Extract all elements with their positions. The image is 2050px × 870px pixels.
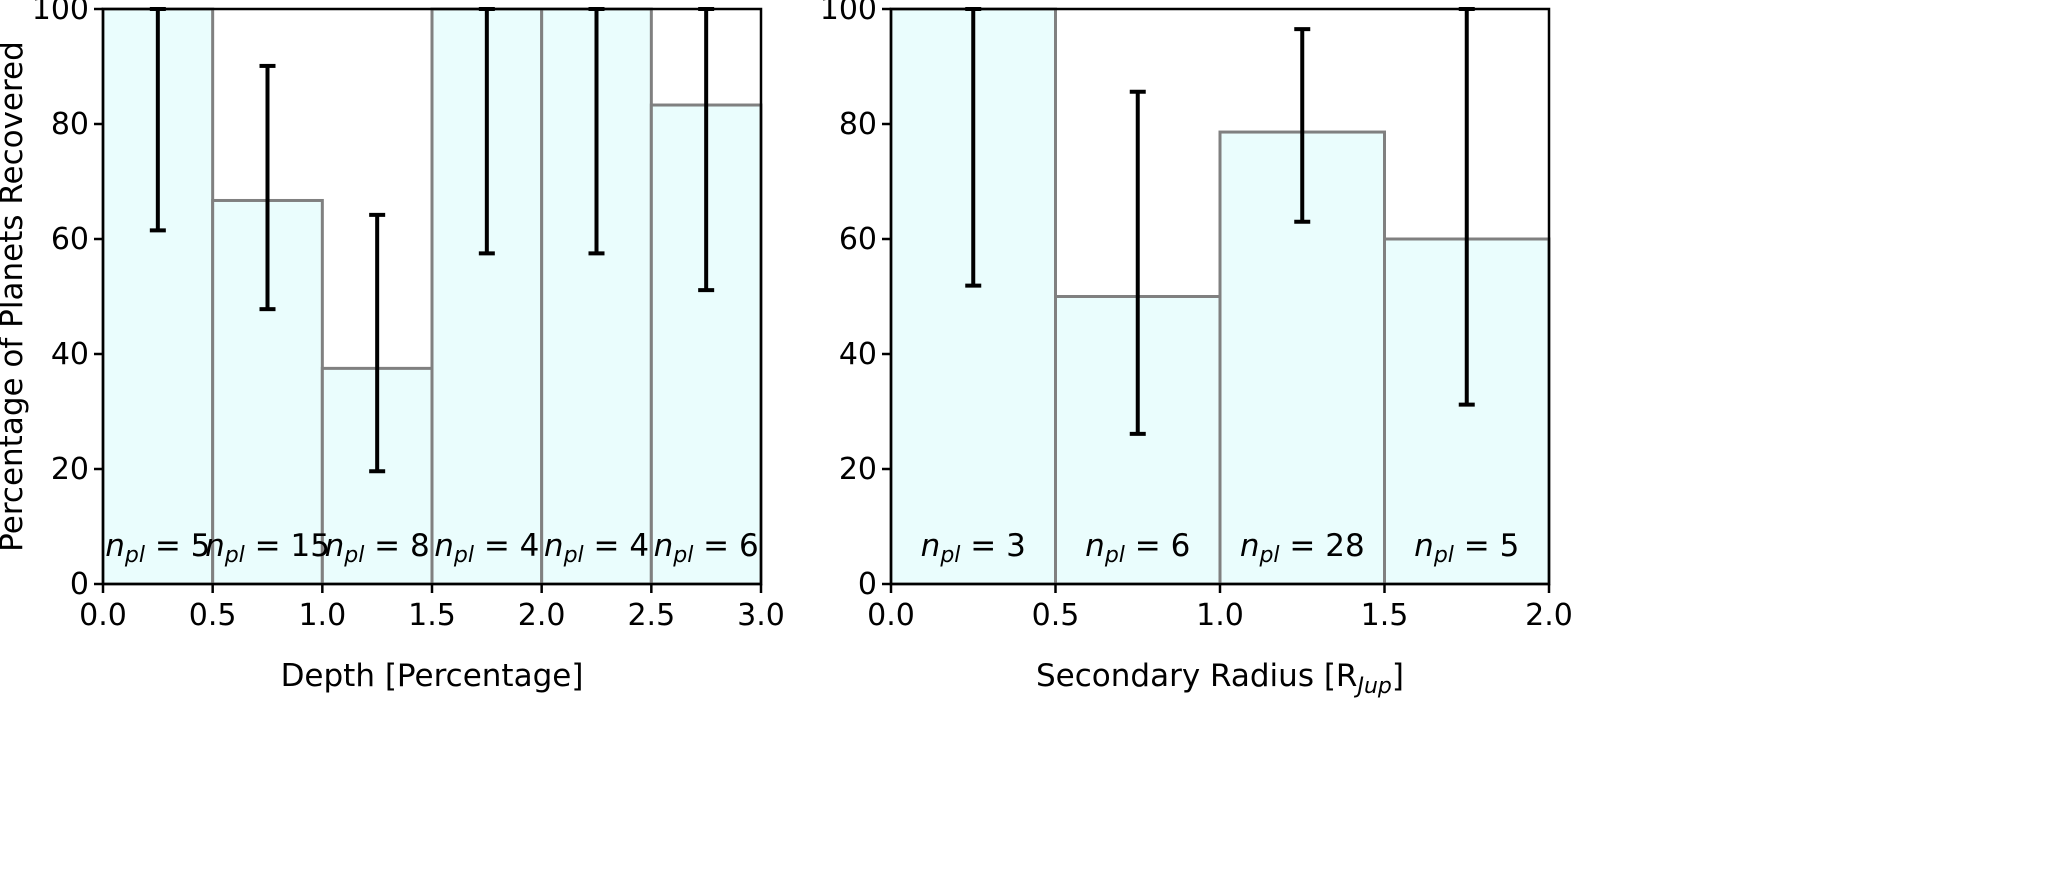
error-bar bbox=[369, 212, 386, 474]
count-label-sub: pl bbox=[124, 543, 145, 568]
y-tick-label: 40 bbox=[51, 337, 89, 372]
count-label-value: 4 bbox=[629, 528, 649, 564]
count-label-n: n bbox=[921, 528, 941, 564]
error-bar bbox=[259, 63, 276, 312]
x-tick-label: 2.0 bbox=[1525, 598, 1573, 633]
count-label: npl = 5 bbox=[105, 528, 210, 568]
count-label-n: n bbox=[544, 528, 564, 564]
y-tick-label: 20 bbox=[839, 452, 877, 487]
y-tick-label: 80 bbox=[839, 107, 877, 142]
radius-y-ticks: 0 20 40 60 80 100 bbox=[820, 0, 891, 602]
count-label-n: n bbox=[654, 528, 674, 564]
depth-y-ticks: 0 20 40 60 80 100 bbox=[32, 0, 103, 602]
count-label: npl = 8 bbox=[325, 528, 430, 568]
radius-x-axis-label-main: Secondary Radius [R bbox=[1036, 658, 1357, 694]
count-label-n: n bbox=[1414, 528, 1434, 564]
radius-x-axis-label: Secondary Radius [RJup] bbox=[1036, 658, 1404, 699]
count-label: npl = 6 bbox=[1085, 528, 1190, 568]
count-label-eq: = bbox=[145, 528, 191, 564]
count-label-eq: = bbox=[474, 528, 520, 564]
count-label-sub: pl bbox=[224, 543, 245, 568]
radius-error-bars bbox=[965, 7, 1475, 436]
count-label-eq: = bbox=[1280, 528, 1326, 564]
count-label: npl = 6 bbox=[654, 528, 759, 568]
count-label-value: 5 bbox=[1500, 528, 1520, 564]
count-label-value: 6 bbox=[739, 528, 759, 564]
x-tick-label: 0.0 bbox=[79, 598, 127, 633]
y-tick-label: 0 bbox=[70, 567, 89, 602]
count-label-value: 6 bbox=[1171, 528, 1191, 564]
depth-bars bbox=[101, 7, 763, 586]
count-label-sub: pl bbox=[1433, 543, 1454, 568]
y-axis-label: Percentage of Planets Recovered bbox=[0, 41, 30, 552]
count-label-eq: = bbox=[693, 528, 739, 564]
x-tick-label: 0.5 bbox=[189, 598, 237, 633]
count-label-value: 4 bbox=[520, 528, 540, 564]
count-label-value: 5 bbox=[191, 528, 211, 564]
count-label-sub: pl bbox=[672, 543, 693, 568]
count-label-n: n bbox=[325, 528, 345, 564]
count-label-sub: pl bbox=[343, 543, 364, 568]
y-tick-label: 100 bbox=[32, 0, 89, 27]
x-tick-label: 0.5 bbox=[1032, 598, 1080, 633]
count-label-eq: = bbox=[960, 528, 1006, 564]
count-label-eq: = bbox=[1454, 528, 1500, 564]
radius-x-axis-label-sub: Jup bbox=[1353, 674, 1391, 699]
count-label: npl = 4 bbox=[434, 528, 539, 568]
x-tick-label: 1.0 bbox=[1196, 598, 1244, 633]
y-tick-label: 80 bbox=[51, 107, 89, 142]
x-tick-label: 1.0 bbox=[298, 598, 346, 633]
depth-x-ticks: 0.0 0.5 1.0 1.5 2.0 2.5 3.0 bbox=[79, 584, 785, 633]
count-label-sub: pl bbox=[453, 543, 474, 568]
count-label: npl = 4 bbox=[544, 528, 649, 568]
depth-x-axis-label: Depth [Percentage] bbox=[281, 658, 584, 694]
count-label-value: 28 bbox=[1325, 528, 1364, 564]
error-bar bbox=[1129, 89, 1146, 436]
y-tick-label: 100 bbox=[820, 0, 877, 27]
y-tick-label: 40 bbox=[839, 337, 877, 372]
count-label-n: n bbox=[105, 528, 125, 564]
count-label-n: n bbox=[434, 528, 454, 564]
count-label: npl = 15 bbox=[205, 528, 330, 568]
count-label-sub: pl bbox=[1258, 543, 1279, 568]
x-tick-label: 1.5 bbox=[1361, 598, 1409, 633]
radius-bars bbox=[889, 7, 1551, 586]
count-label: npl = 3 bbox=[921, 528, 1026, 568]
count-label-eq: = bbox=[364, 528, 410, 564]
count-label-eq: = bbox=[584, 528, 630, 564]
radius-chart-panel: npl = 3 npl = 6 npl = 28 npl = 5 0.0 0.5 1.0 1… bbox=[820, 0, 1573, 699]
count-label-value: 3 bbox=[1006, 528, 1026, 564]
y-tick-label: 60 bbox=[839, 222, 877, 257]
x-tick-label: 0.0 bbox=[867, 598, 915, 633]
radius-count-labels: npl = 3 npl = 6 npl = 28 npl = 5 bbox=[921, 528, 1520, 568]
x-tick-label: 1.5 bbox=[408, 598, 456, 633]
count-label-value: 8 bbox=[410, 528, 430, 564]
count-label-sub: pl bbox=[1104, 543, 1125, 568]
x-tick-label: 2.0 bbox=[518, 598, 566, 633]
radius-x-axis-label-end: ] bbox=[1392, 658, 1404, 694]
count-label-eq: = bbox=[245, 528, 291, 564]
count-label-eq: = bbox=[1125, 528, 1171, 564]
y-tick-label: 60 bbox=[51, 222, 89, 257]
y-tick-label: 0 bbox=[858, 567, 877, 602]
radius-x-ticks: 0.0 0.5 1.0 1.5 2.0 bbox=[867, 584, 1573, 633]
count-label-value: 15 bbox=[290, 528, 329, 564]
count-label: npl = 5 bbox=[1414, 528, 1519, 568]
error-bar bbox=[1294, 27, 1311, 224]
count-label-sub: pl bbox=[939, 543, 960, 568]
count-label: npl = 28 bbox=[1240, 528, 1365, 568]
x-tick-label: 3.0 bbox=[737, 598, 785, 633]
count-label-n: n bbox=[205, 528, 225, 564]
y-tick-label: 20 bbox=[51, 452, 89, 487]
count-label-n: n bbox=[1085, 528, 1105, 564]
x-tick-label: 2.5 bbox=[627, 598, 675, 633]
count-label-n: n bbox=[1240, 528, 1260, 564]
count-label-sub: pl bbox=[563, 543, 584, 568]
